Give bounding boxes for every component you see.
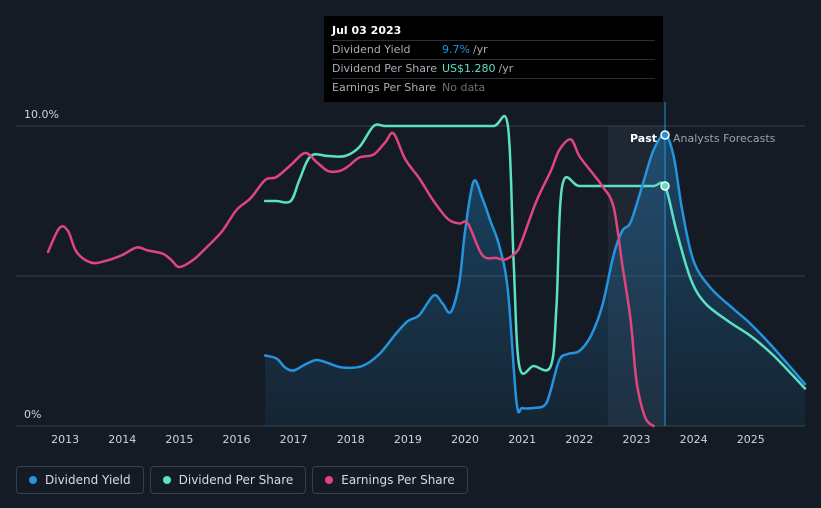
tooltip-unit: /yr [498,62,514,75]
tooltip-row-dividend-yield: Dividend Yield 9.7% /yr [332,41,655,60]
y-tick-label-bottom: 0% [24,408,41,421]
tooltip-value: US$1.280 [442,62,496,75]
x-tick-label: 2023 [622,433,650,446]
series-layer [46,114,807,428]
legend-item-dividend-per-share[interactable]: Dividend Per Share [149,466,307,494]
dividend-yield-area [265,134,806,427]
tooltip-date: Jul 03 2023 [332,24,655,41]
legend-label: Earnings Per Share [341,473,455,487]
earnings-per-share-line [46,131,655,428]
x-tick-label: 2020 [451,433,479,446]
chart-legend: Dividend Yield Dividend Per Share Earnin… [16,466,468,494]
legend-dot-icon [325,476,334,484]
tooltip-label: Dividend Yield [332,43,411,56]
x-tick-label: 2025 [737,433,765,446]
legend-item-earnings-per-share[interactable]: Earnings Per Share [312,466,468,494]
tooltip-value: No data [442,81,486,94]
past-label: Past [630,132,657,145]
x-axis-ticks: 2013 2014 2015 2016 2017 2018 2019 2020 2021 2022… [51,433,765,446]
dividend-yield-marker [660,130,670,140]
tooltip-value: 9.7% [442,43,470,56]
x-tick-label: 2014 [108,433,136,446]
legend-label: Dividend Per Share [178,473,294,487]
dividend-per-share-line [263,114,807,390]
tooltip-label: Dividend Per Share [332,62,438,75]
x-tick-label: 2013 [51,433,79,446]
x-tick-label: 2024 [680,433,708,446]
tooltip-row-earnings-per-share: Earnings Per Share No data [332,79,655,97]
x-tick-label: 2015 [165,433,193,446]
legend-label: Dividend Yield [45,473,131,487]
x-tick-label: 2017 [280,433,308,446]
x-tick-label: 2021 [508,433,536,446]
analysts-forecasts-label: Analysts Forecasts [673,132,776,145]
x-tick-label: 2019 [394,433,422,446]
x-tick-label: 2022 [565,433,593,446]
chart-tooltip: Jul 03 2023 Dividend Yield 9.7% /yr Divi… [324,16,663,102]
tooltip-markers [660,130,670,191]
legend-dot-icon [162,476,171,484]
tooltip-label: Earnings Per Share [332,81,437,94]
y-tick-label-top: 10.0% [24,108,59,121]
dividend-per-share-marker [660,181,670,191]
legend-dot-icon [29,476,37,484]
tooltip-row-dividend-per-share: Dividend Per Share US$1.280 /yr [332,60,655,79]
tooltip-unit: /yr [472,43,488,56]
x-tick-label: 2018 [337,433,365,446]
legend-item-dividend-yield[interactable]: Dividend Yield [16,466,144,494]
x-tick-label: 2016 [223,433,251,446]
